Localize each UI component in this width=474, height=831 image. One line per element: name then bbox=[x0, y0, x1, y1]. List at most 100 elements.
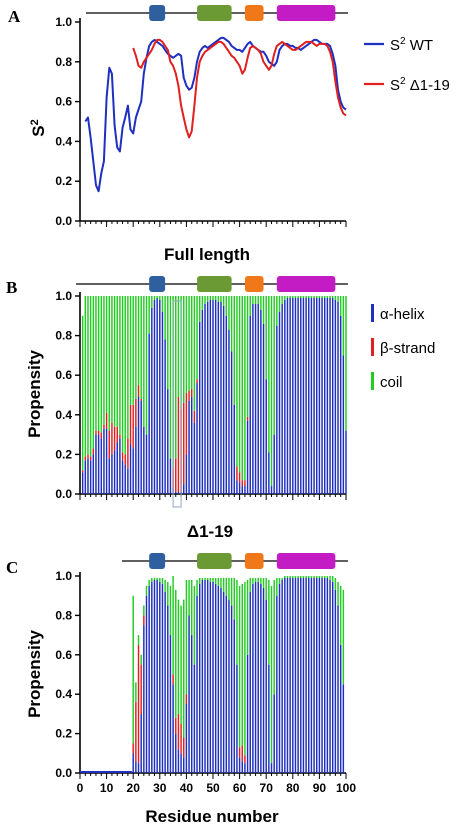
bar-segment bbox=[81, 315, 84, 471]
bar-segment bbox=[262, 587, 265, 773]
bar-segment bbox=[273, 694, 275, 773]
bar-segment bbox=[185, 296, 188, 394]
domain-box bbox=[197, 276, 232, 292]
bar-segment bbox=[316, 577, 318, 773]
domain-box bbox=[149, 276, 166, 292]
bar-segment bbox=[220, 587, 222, 773]
bar-segment bbox=[238, 296, 241, 473]
panel-letter-b: B bbox=[6, 278, 17, 297]
bar-segment bbox=[289, 296, 291, 298]
bar-segment bbox=[238, 757, 241, 773]
bar-segment bbox=[135, 296, 137, 399]
bar-segment bbox=[310, 297, 313, 494]
bar-segment bbox=[268, 579, 270, 665]
bar-segment bbox=[292, 296, 294, 298]
bar-segment bbox=[339, 315, 342, 494]
bar-segment bbox=[334, 589, 337, 773]
bar-segment bbox=[244, 763, 246, 773]
x-tick-label: 80 bbox=[286, 781, 300, 795]
bar-segment bbox=[345, 296, 347, 431]
bar-segment bbox=[175, 492, 177, 494]
bar-segment bbox=[185, 694, 188, 705]
bar-segment bbox=[294, 297, 297, 494]
y-tick-label: 0.0 bbox=[55, 487, 72, 501]
y-tick-label: 0.2 bbox=[55, 174, 72, 188]
bar-segment bbox=[252, 577, 254, 584]
bar-segment bbox=[175, 589, 177, 718]
bar-segment bbox=[318, 296, 321, 298]
bar-segment bbox=[172, 674, 174, 685]
bar-segment bbox=[156, 296, 158, 298]
bar-segment bbox=[244, 755, 246, 764]
bar-segment bbox=[212, 299, 214, 494]
bar-segment bbox=[241, 583, 243, 746]
bar-segment bbox=[236, 480, 238, 494]
bar-segment bbox=[206, 579, 209, 773]
bar-segment bbox=[159, 299, 161, 494]
bar-segment bbox=[238, 472, 241, 483]
bar-segment bbox=[217, 301, 220, 494]
legend-a-label: S2 WT bbox=[390, 36, 433, 54]
bar-segment bbox=[188, 296, 190, 392]
legend-b-label: coil bbox=[380, 374, 403, 391]
bar-segment bbox=[111, 454, 113, 494]
bar-segment bbox=[297, 296, 299, 298]
bar-segment bbox=[257, 581, 259, 773]
bar-segment bbox=[302, 576, 305, 578]
bar-segment bbox=[337, 301, 339, 494]
bar-segment bbox=[140, 398, 142, 401]
bar-segment bbox=[185, 579, 188, 695]
bar-segment bbox=[135, 702, 137, 762]
bar-segment bbox=[278, 583, 281, 773]
bar-segment bbox=[321, 297, 323, 494]
bar-segment bbox=[222, 577, 225, 592]
bar-segment bbox=[276, 595, 278, 773]
bar-segment bbox=[135, 761, 137, 773]
bar-segment bbox=[212, 581, 214, 773]
bar-segment bbox=[193, 422, 196, 494]
bar-segment bbox=[345, 430, 347, 494]
bar-segment bbox=[190, 635, 193, 773]
bar-segment bbox=[230, 296, 233, 352]
bar-segment bbox=[121, 296, 124, 453]
bar-segment bbox=[113, 450, 116, 494]
bar-segment bbox=[188, 400, 190, 494]
bar-segment bbox=[254, 296, 257, 304]
bar-segment bbox=[323, 577, 326, 773]
bar-segment bbox=[84, 456, 87, 461]
bar-segment bbox=[201, 296, 204, 310]
bar-segment bbox=[281, 296, 283, 304]
bar-segment bbox=[300, 296, 302, 298]
bar-segment bbox=[308, 297, 310, 494]
bar-segment bbox=[177, 713, 180, 750]
bar-segment bbox=[220, 577, 222, 588]
y-axis-title-a-base: S bbox=[29, 125, 48, 136]
bar-segment bbox=[294, 576, 297, 578]
bar-segment bbox=[281, 303, 283, 494]
bar-segment bbox=[265, 379, 267, 494]
bar-segment bbox=[241, 486, 243, 494]
bar-segment bbox=[209, 577, 212, 582]
bar-segment bbox=[246, 420, 249, 494]
bar-segment bbox=[159, 296, 161, 300]
bar-segment bbox=[214, 577, 217, 584]
bar-segment bbox=[297, 577, 299, 773]
bar-segment bbox=[249, 577, 251, 592]
bar-segment bbox=[193, 664, 196, 773]
bar-segment bbox=[323, 576, 326, 578]
bar-segment bbox=[132, 743, 134, 754]
bar-segment bbox=[276, 577, 278, 596]
bar-segment bbox=[238, 482, 241, 494]
bar-segment bbox=[313, 576, 315, 578]
bar-segment bbox=[233, 619, 236, 773]
y-tick-label: 0.0 bbox=[55, 766, 72, 780]
bar-segment bbox=[169, 635, 172, 773]
bar-segment bbox=[81, 472, 84, 494]
bar-segment bbox=[244, 296, 246, 481]
bar-segment bbox=[238, 585, 241, 748]
bar-segment bbox=[132, 753, 134, 773]
bar-segment bbox=[167, 605, 169, 773]
bar-segment bbox=[153, 296, 156, 300]
bar-segment bbox=[249, 315, 251, 494]
bar-segment bbox=[143, 615, 145, 626]
